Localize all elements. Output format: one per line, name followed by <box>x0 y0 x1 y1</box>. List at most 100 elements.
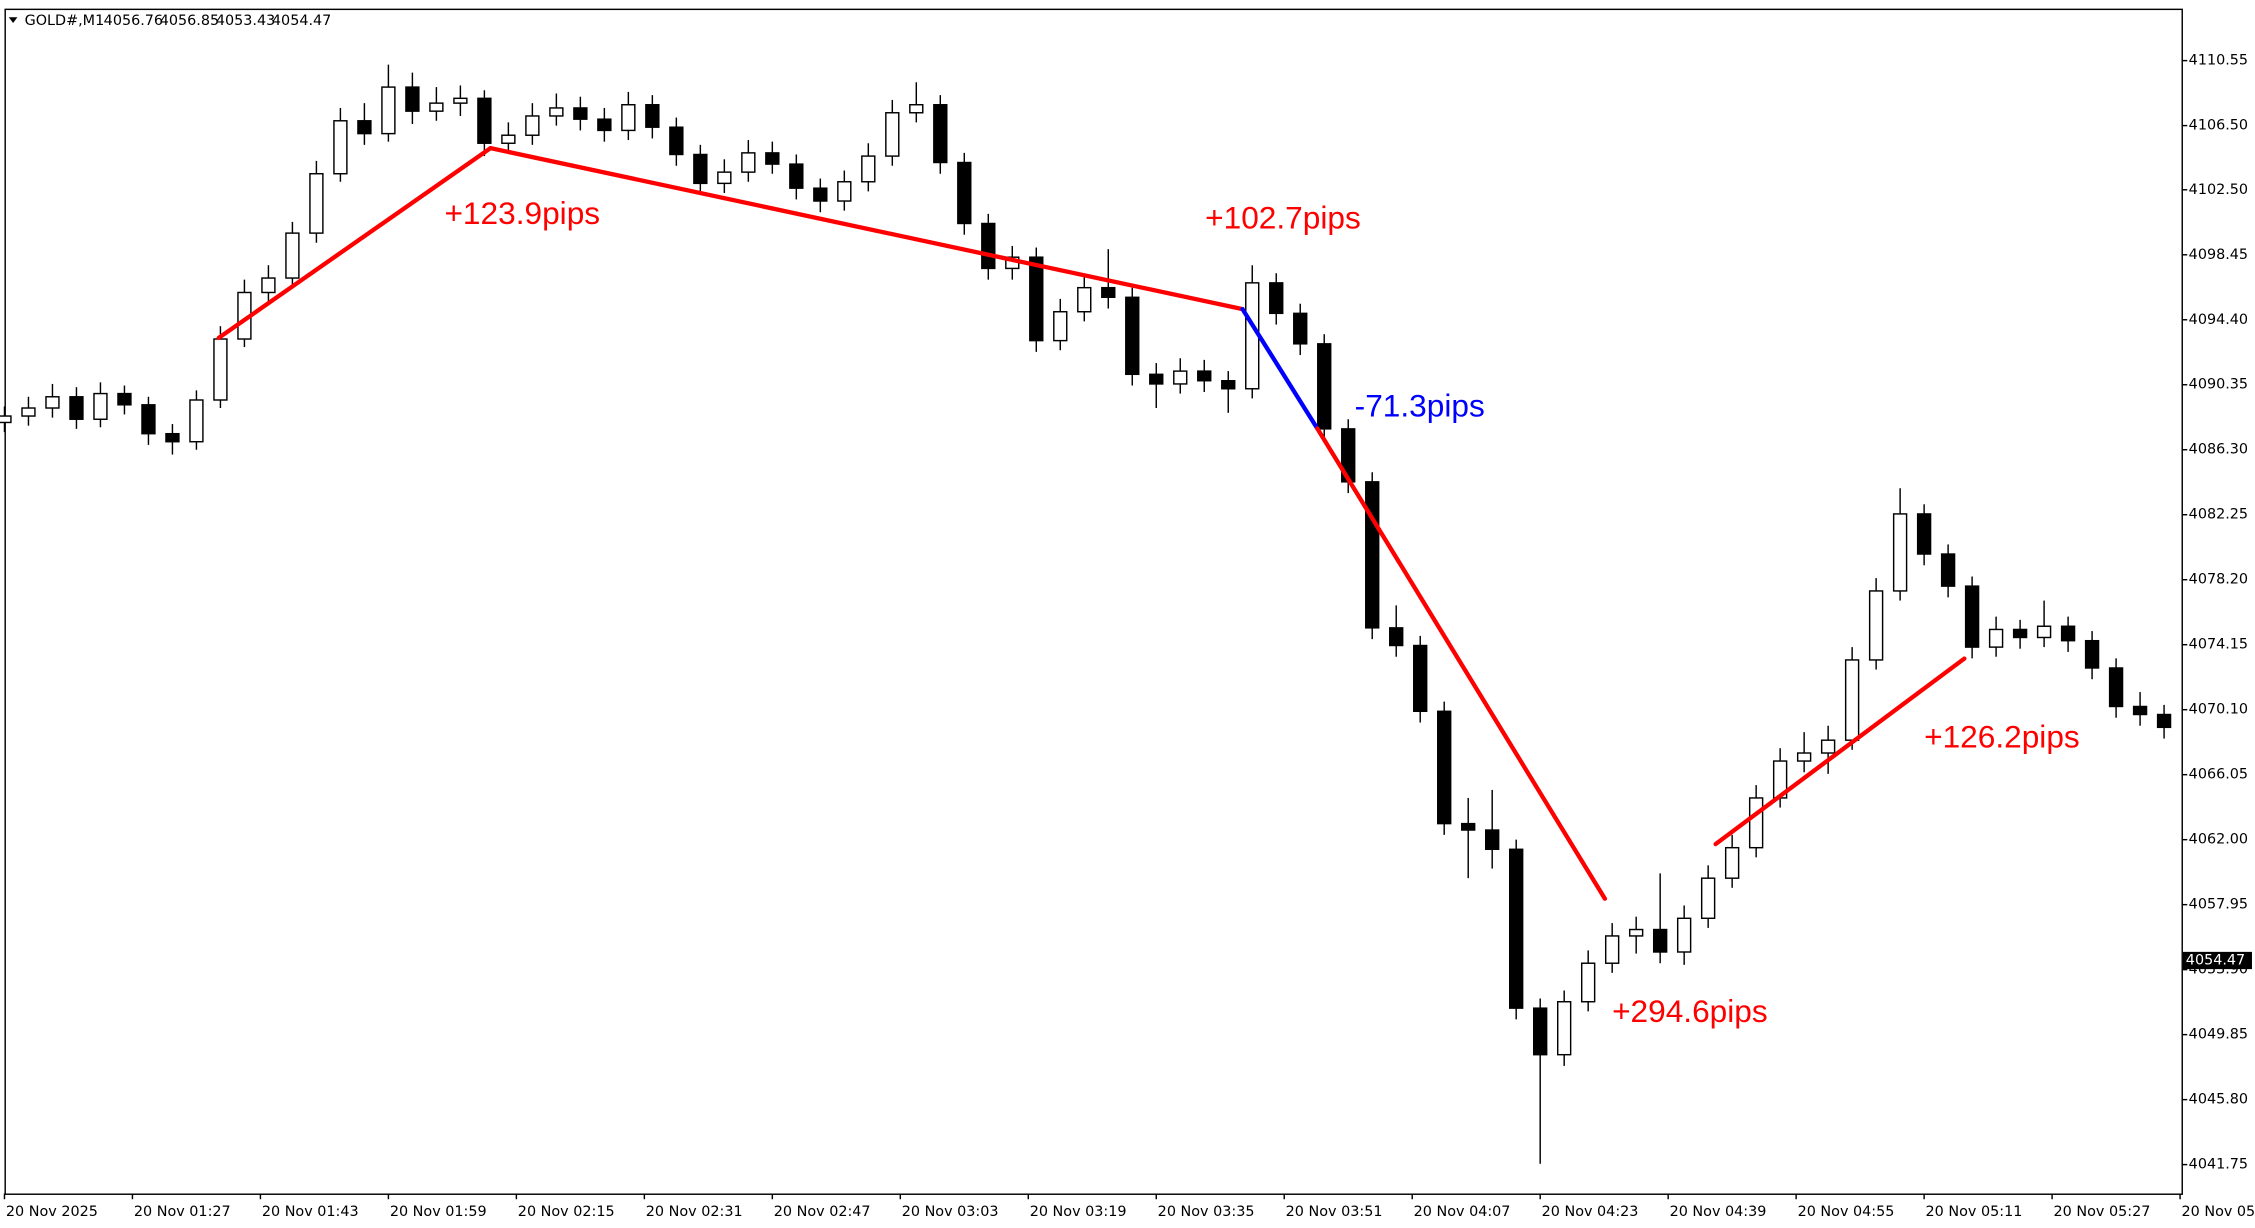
trend-lines <box>216 145 1967 901</box>
candle-body <box>597 118 612 132</box>
candle-body <box>1820 739 1836 754</box>
candle-body <box>933 104 948 164</box>
candle-body <box>1676 917 1692 953</box>
candle-body <box>501 134 516 144</box>
candle-body <box>1437 710 1452 825</box>
price-tag <box>2182 951 2252 970</box>
candle-body <box>861 155 876 183</box>
candle-body <box>789 163 804 189</box>
trend-line <box>1713 656 1967 847</box>
candle-body <box>1029 256 1044 342</box>
candle-body <box>813 187 828 202</box>
candle-body <box>2060 625 2076 642</box>
candle-body <box>1892 513 1908 592</box>
x-tick-label: 20 Nov 05:4 <box>2182 1204 2255 1220</box>
candle-body <box>1053 311 1068 342</box>
candle-body <box>2132 705 2148 716</box>
x-tick-label: 20 Nov 02:47 <box>774 1204 871 1220</box>
y-tick-label: 4062.00 <box>2189 832 2248 848</box>
menu-arrow[interactable] <box>8 17 18 24</box>
candle-body <box>1556 1001 1572 1056</box>
candle-body <box>2108 667 2124 708</box>
candle-body <box>1173 370 1188 385</box>
header-close: 4054.47 <box>272 13 331 29</box>
candle-body <box>1916 513 1932 555</box>
candle-body <box>573 107 588 120</box>
candle-body <box>1485 829 1500 851</box>
candle-body <box>1077 286 1092 313</box>
candle-body <box>93 392 108 420</box>
y-tick-label: 4041.75 <box>2189 1157 2248 1173</box>
candle-body <box>213 338 228 401</box>
price-tag-label: 4054.47 <box>2186 952 2245 968</box>
x-tick-label: 20 Nov 04:23 <box>1542 1204 1639 1220</box>
y-tick-label: 4078.20 <box>2189 572 2248 588</box>
candle-body <box>45 396 60 409</box>
candle-body <box>1221 380 1236 390</box>
candle-body <box>1461 822 1476 831</box>
candle-body <box>165 432 180 443</box>
candle-body <box>741 152 756 173</box>
y-tick-label: 4102.50 <box>2189 182 2248 198</box>
candle-body <box>1197 370 1212 382</box>
candle-body <box>69 396 84 420</box>
candle-body <box>2156 713 2172 729</box>
plot-frame <box>4 8 2183 1195</box>
candle-body <box>1700 877 1716 920</box>
candle-body <box>1844 659 1860 741</box>
trend-line <box>1315 426 1608 901</box>
candle-body <box>453 97 468 104</box>
candle-body <box>0 415 12 424</box>
candle-body <box>1389 627 1404 647</box>
x-tick-label: 20 Nov 04:07 <box>1414 1204 1511 1220</box>
candle-body <box>405 86 420 112</box>
y-tick-label: 4098.45 <box>2189 247 2248 263</box>
candle-body <box>669 126 684 156</box>
candle-body <box>117 392 132 406</box>
y-tick-label: 4110.55 <box>2189 53 2248 69</box>
y-tick-label: 4094.40 <box>2189 312 2248 328</box>
candle-body <box>1988 628 2004 648</box>
candle-body <box>477 97 492 144</box>
candle-body <box>1580 962 1596 1003</box>
pips-label: -71.3pips <box>1355 388 1485 424</box>
x-tick-label: 20 Nov 01:27 <box>134 1204 231 1220</box>
candle-body <box>525 115 540 136</box>
candle-body <box>909 104 924 114</box>
candle-body <box>1532 1007 1548 1056</box>
candle-body <box>717 171 732 185</box>
candle-body <box>765 152 780 165</box>
pips-label: +123.9pips <box>444 195 600 231</box>
candle-body <box>141 404 156 435</box>
candle-body <box>189 399 204 443</box>
trend-line <box>1240 307 1320 431</box>
x-tick-label: 20 Nov 04:55 <box>1798 1204 1895 1220</box>
candle-body <box>1101 286 1116 299</box>
x-tick-label: 20 Nov 05:11 <box>1926 1204 2023 1220</box>
y-tick-label: 4090.35 <box>2189 377 2248 393</box>
candle-body <box>1964 585 1980 648</box>
x-tick-label: 20 Nov 03:03 <box>902 1204 999 1220</box>
x-tick-label: 20 Nov 05:27 <box>2054 1204 2151 1220</box>
x-tick-label: 20 Nov 03:19 <box>1030 1204 1127 1220</box>
y-tick-label: 4057.95 <box>2189 897 2248 913</box>
candle-body <box>1509 848 1524 1009</box>
y-tick-label: 4086.30 <box>2189 442 2248 458</box>
x-tick-label: 20 Nov 02:15 <box>518 1204 615 1220</box>
candle-body <box>333 120 348 175</box>
header-low: 4053.43 <box>216 13 275 29</box>
candle-body <box>1125 296 1140 376</box>
x-tick-label: 20 Nov 02:31 <box>646 1204 743 1220</box>
header-open: 4056.76 <box>104 13 163 29</box>
x-tick-label: 20 Nov 2025 <box>6 1204 98 1220</box>
candle-body <box>1365 481 1380 629</box>
y-tick-label: 4045.80 <box>2189 1092 2248 1108</box>
x-tick-label: 20 Nov 01:43 <box>262 1204 359 1220</box>
x-tick-label: 20 Nov 03:51 <box>1286 1204 1383 1220</box>
candle-body <box>549 107 564 117</box>
candle-body <box>621 104 636 132</box>
candle-body <box>1796 752 1812 762</box>
candle-body <box>285 232 300 279</box>
